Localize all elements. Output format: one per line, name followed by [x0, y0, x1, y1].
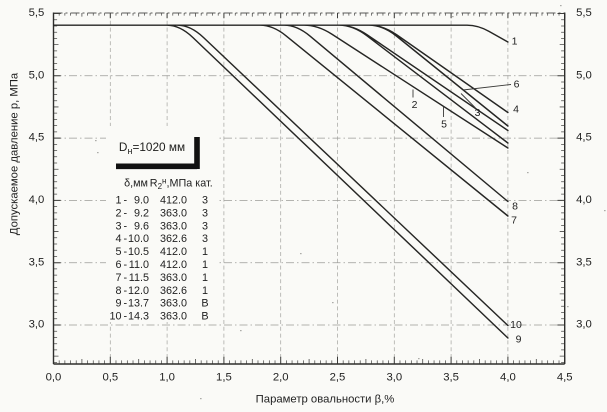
svg-text:4: 4 — [513, 104, 519, 116]
svg-text:5,0: 5,0 — [576, 69, 592, 81]
svg-text:1: 1 — [202, 246, 208, 258]
svg-text:-: - — [124, 298, 128, 310]
svg-text:5: 5 — [441, 119, 447, 131]
svg-text:-: - — [124, 220, 128, 232]
svg-text:-: - — [124, 311, 128, 323]
svg-text:6: 6 — [514, 79, 520, 91]
svg-text:10: 10 — [510, 319, 522, 331]
svg-text:Допускаемое давление р, МПа: Допускаемое давление р, МПа — [9, 72, 21, 235]
svg-text:кат.: кат. — [195, 178, 212, 190]
svg-text:-: - — [124, 246, 128, 258]
svg-text:3,5: 3,5 — [576, 256, 592, 268]
svg-text:1: 1 — [202, 285, 208, 297]
svg-text:2,0: 2,0 — [273, 372, 289, 384]
svg-text:363.0: 363.0 — [160, 272, 187, 284]
svg-text:5,0: 5,0 — [29, 69, 45, 81]
svg-text:7: 7 — [115, 272, 121, 284]
svg-text:9.6: 9.6 — [134, 220, 149, 232]
svg-text:-: - — [124, 259, 128, 271]
svg-text:3,5: 3,5 — [29, 256, 45, 268]
svg-text:4: 4 — [115, 233, 121, 245]
svg-text:3,0: 3,0 — [386, 372, 402, 384]
svg-text:1: 1 — [202, 272, 208, 284]
svg-text:12.0: 12.0 — [128, 285, 149, 297]
svg-text:8: 8 — [115, 285, 121, 297]
svg-text:4,5: 4,5 — [557, 372, 573, 384]
svg-text:5,5: 5,5 — [576, 7, 592, 19]
svg-text:362.6: 362.6 — [160, 233, 187, 245]
svg-text:3: 3 — [202, 207, 208, 219]
svg-text:1: 1 — [115, 195, 121, 207]
svg-text:4,0: 4,0 — [29, 194, 45, 206]
svg-text:1,5: 1,5 — [216, 372, 232, 384]
svg-text:9: 9 — [516, 334, 522, 346]
svg-text:R2н,МПа: R2н,МПа — [150, 177, 192, 192]
svg-text:11.0: 11.0 — [129, 259, 149, 271]
svg-text:3: 3 — [115, 220, 121, 232]
svg-text:5,5: 5,5 — [29, 7, 45, 19]
svg-text:362.6: 362.6 — [160, 285, 187, 297]
svg-text:11.5: 11.5 — [129, 272, 149, 284]
svg-text:3,0: 3,0 — [29, 319, 45, 331]
svg-text:7: 7 — [511, 215, 517, 227]
svg-text:3: 3 — [202, 195, 208, 207]
svg-text:3: 3 — [202, 233, 208, 245]
svg-text:363.0: 363.0 — [160, 220, 187, 232]
svg-text:10: 10 — [109, 311, 121, 323]
svg-text:2: 2 — [115, 207, 121, 219]
svg-text:4,0: 4,0 — [500, 372, 516, 384]
svg-text:9.0: 9.0 — [134, 195, 149, 207]
svg-text:0,5: 0,5 — [102, 372, 118, 384]
svg-text:-: - — [124, 207, 128, 219]
svg-text:-: - — [124, 272, 128, 284]
svg-text:2,5: 2,5 — [330, 372, 346, 384]
svg-text:3: 3 — [202, 220, 208, 232]
svg-text:1,0: 1,0 — [159, 372, 175, 384]
svg-text:10.5: 10.5 — [128, 246, 149, 258]
svg-text:6: 6 — [115, 259, 121, 271]
svg-text:Параметр овальности β,%: Параметр овальности β,% — [256, 394, 395, 406]
svg-text:В: В — [201, 311, 208, 323]
svg-text:4,5: 4,5 — [576, 132, 592, 144]
svg-text:2: 2 — [412, 99, 418, 111]
svg-text:363.0: 363.0 — [160, 207, 187, 219]
svg-text:13.7: 13.7 — [128, 298, 149, 310]
svg-text:3: 3 — [475, 107, 481, 119]
svg-text:-: - — [124, 233, 128, 245]
svg-text:4,5: 4,5 — [29, 132, 45, 144]
svg-text:363.0: 363.0 — [160, 298, 187, 310]
svg-text:Dн=1020 мм: Dн=1020 мм — [119, 140, 185, 156]
svg-text:363.0: 363.0 — [160, 311, 187, 323]
svg-text:4,0: 4,0 — [576, 194, 592, 206]
svg-text:В: В — [201, 298, 208, 310]
svg-text:412.0: 412.0 — [160, 246, 187, 258]
svg-text:8: 8 — [512, 201, 518, 213]
svg-text:412.0: 412.0 — [160, 259, 187, 271]
svg-text:3,5: 3,5 — [443, 372, 459, 384]
svg-text:δ,мм: δ,мм — [124, 178, 148, 190]
svg-text:-: - — [124, 285, 128, 297]
svg-text:14.3: 14.3 — [128, 311, 149, 323]
svg-text:0,0: 0,0 — [46, 372, 62, 384]
svg-text:-: - — [124, 195, 128, 207]
svg-text:9: 9 — [115, 298, 121, 310]
svg-text:5: 5 — [115, 246, 121, 258]
svg-text:1: 1 — [512, 36, 518, 48]
svg-text:10.0: 10.0 — [128, 233, 149, 245]
svg-text:9.2: 9.2 — [134, 207, 149, 219]
svg-text:412.0: 412.0 — [160, 195, 187, 207]
svg-text:3,0: 3,0 — [576, 319, 592, 331]
svg-text:1: 1 — [202, 259, 208, 271]
